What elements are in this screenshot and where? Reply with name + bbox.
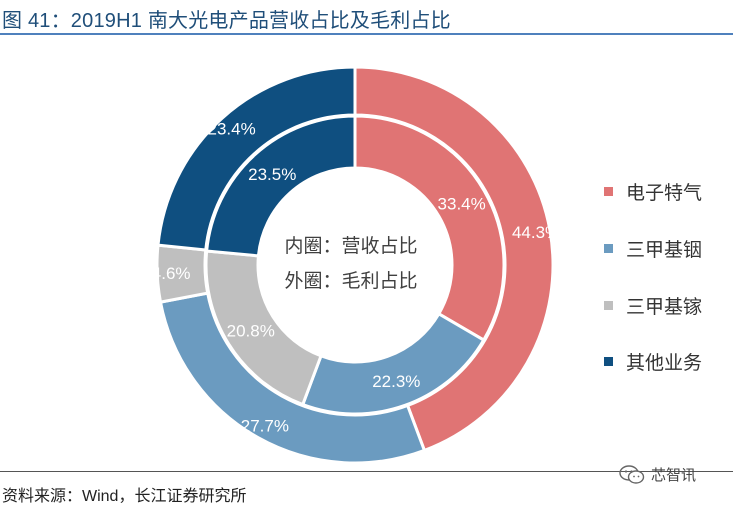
legend-swatch (604, 301, 613, 310)
outer-label-other: 23.4% (207, 120, 255, 139)
wechat-icon (619, 464, 645, 484)
legend-swatch (604, 244, 613, 253)
outer-label-tmin: 27.7% (241, 416, 289, 435)
watermark: 芯智讯 (619, 464, 696, 485)
center-label-line1: 内圈：营收占比 (284, 235, 417, 257)
inner-slice-other (205, 114, 357, 258)
legend-label: 三甲基镓 (626, 297, 703, 318)
outer-label-tmga: 4.6% (152, 264, 191, 283)
legend-swatch (604, 187, 613, 196)
center-label-line2: 外圈：毛利占比 (284, 270, 417, 292)
source-note: 资料来源：Wind，长江证券研究所 (2, 488, 247, 505)
source-divider (0, 471, 733, 472)
legend-swatch (604, 357, 613, 366)
slice-labels: 44.3% 27.7% 4.6% 23.4% 33.4% 22.3% 20.8% 23.5% (152, 120, 560, 436)
outer-ring (155, 65, 555, 465)
title-divider (0, 33, 733, 35)
legend-item-electronic-gas: 电子特气 (604, 178, 702, 205)
inner-label-electronic-gas: 33.4% (438, 195, 486, 214)
legend-item-other: 其他业务 (604, 348, 702, 375)
inner-label-tmin: 22.3% (372, 372, 420, 391)
inner-slice-electronic-gas (353, 114, 506, 343)
inner-label-other: 23.5% (248, 165, 296, 184)
inner-ring (204, 114, 506, 416)
legend-label: 电子特气 (626, 183, 703, 204)
inner-label-tmga: 20.8% (227, 321, 275, 340)
outer-label-electronic-gas: 44.3% (512, 223, 560, 242)
watermark-text: 芯智讯 (651, 467, 697, 484)
legend-label: 其他业务 (626, 353, 703, 374)
legend-label: 三甲基铟 (626, 240, 703, 261)
figure-title: 图 41：2019H1 南大光电产品营收占比及毛利占比 (2, 10, 451, 32)
legend-item-tmga: 三甲基镓 (604, 292, 702, 319)
legend-item-tmin: 三甲基铟 (604, 235, 702, 262)
